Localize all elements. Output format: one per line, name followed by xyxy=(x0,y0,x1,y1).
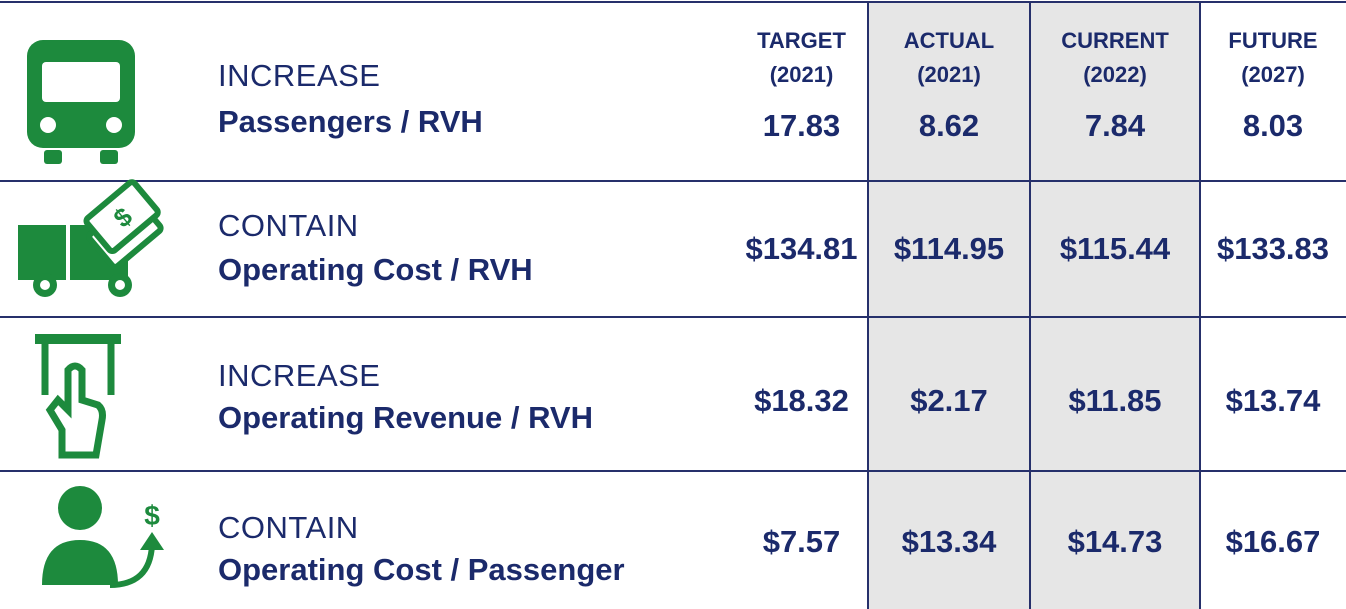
value-cell: $13.34 xyxy=(901,524,997,559)
row-metric: Operating Cost / RVH xyxy=(218,252,533,287)
value-cell: $14.73 xyxy=(1067,524,1163,559)
column-label: ACTUAL xyxy=(903,28,995,53)
value-cell: 8.62 xyxy=(918,108,980,143)
column-year: (2021) xyxy=(769,62,834,87)
payment-icon xyxy=(35,334,121,459)
row-metric: Operating Revenue / RVH xyxy=(218,400,593,435)
value-cell: $2.17 xyxy=(910,383,988,418)
column-label: FUTURE xyxy=(1228,28,1318,53)
column-label: CURRENT xyxy=(1061,28,1169,53)
row-metric: Passengers / RVH xyxy=(218,104,483,139)
row-verb: CONTAIN xyxy=(218,510,359,545)
bus-icon xyxy=(27,40,135,164)
value-cell: $18.32 xyxy=(754,383,849,418)
row-verb: CONTAIN xyxy=(218,208,359,243)
value-cell: $114.95 xyxy=(893,231,1005,266)
shaded-columns xyxy=(868,2,1200,609)
column-label: TARGET xyxy=(757,28,846,53)
dollar-glyph: $ xyxy=(144,500,160,531)
value-cell: $115.44 xyxy=(1059,231,1171,266)
value-cell: $7.57 xyxy=(762,524,841,559)
column-year: (2027) xyxy=(1241,62,1305,87)
row-verb: INCREASE xyxy=(218,358,381,393)
value-cell: $11.85 xyxy=(1068,383,1162,418)
cost-icon: $ xyxy=(18,179,164,297)
row-metric: Operating Cost / Passenger xyxy=(218,552,625,587)
column-year: (2021) xyxy=(917,62,981,87)
value-cell: 7.84 xyxy=(1084,108,1146,143)
value-cell: $16.67 xyxy=(1225,524,1321,559)
value-cell: 8.03 xyxy=(1242,108,1304,143)
column-year: (2022) xyxy=(1083,62,1147,87)
value-cell: $13.74 xyxy=(1225,383,1321,418)
row-verb: INCREASE xyxy=(218,58,381,93)
passenger-icon: $ xyxy=(42,486,164,588)
value-cell: $133.83 xyxy=(1216,231,1330,266)
value-cell: $134.81 xyxy=(745,231,858,266)
value-cell: 17.83 xyxy=(762,108,841,143)
